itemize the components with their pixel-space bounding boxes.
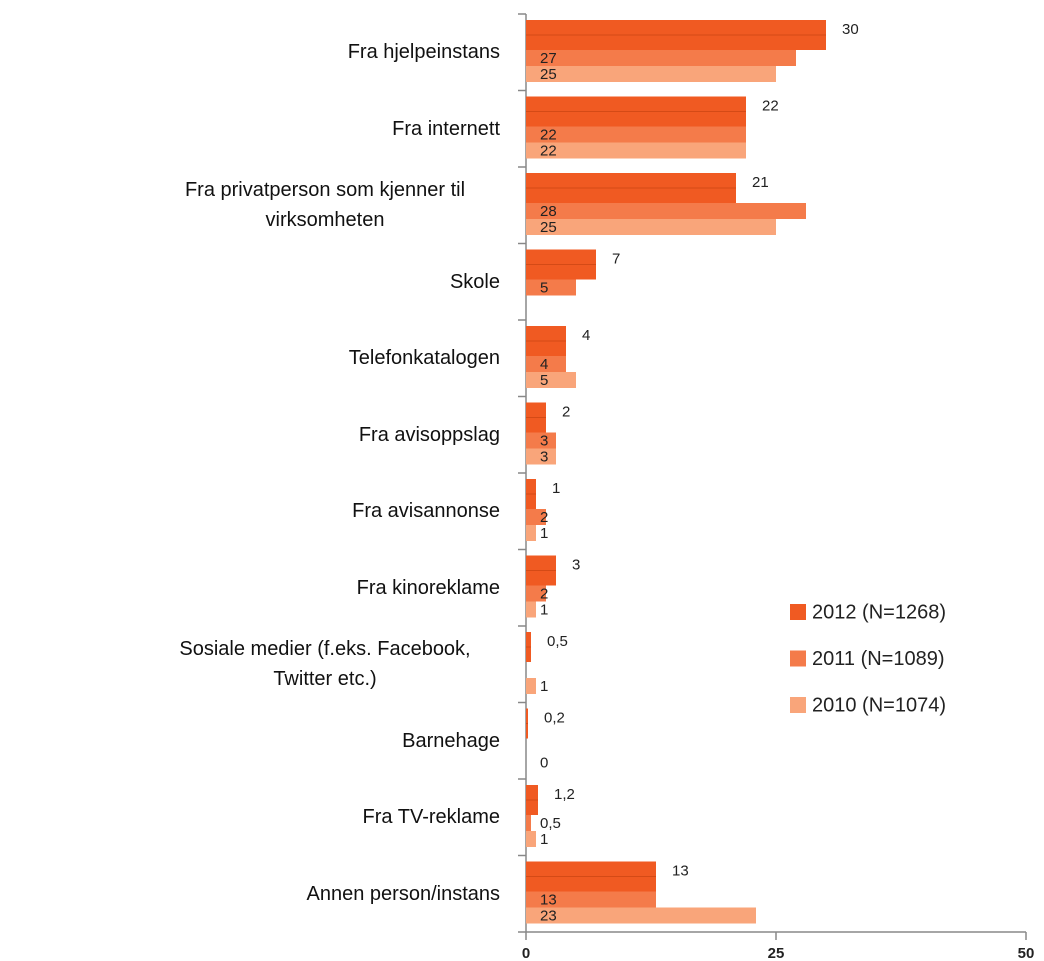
value-label: 27 [540, 50, 557, 67]
legend-swatch [790, 650, 806, 667]
bar [526, 203, 806, 219]
category-label: Fra kinoreklame [0, 573, 500, 603]
bar [526, 432, 556, 449]
category-text: Fra hjelpeinstans [347, 41, 500, 63]
value-label: 25 [540, 219, 557, 236]
category-label: Annen person/instans [0, 879, 500, 909]
value-label: 7 [612, 250, 620, 267]
category-text: Barnehage [402, 729, 500, 752]
bar [526, 815, 531, 831]
value-label: 2 [540, 585, 548, 602]
x-tick-label: 0 [522, 945, 530, 961]
value-label: 1 [540, 678, 548, 695]
category-label: Fra TV-reklame [0, 802, 500, 832]
value-label: 30 [842, 21, 859, 38]
value-label: 3 [540, 448, 548, 465]
bar [526, 279, 576, 296]
bar [526, 66, 776, 82]
category-label: Barnehage [0, 726, 500, 756]
category-text: Fra privatperson som kjenner til virksom… [184, 179, 466, 231]
category-label: Fra internett [0, 114, 500, 144]
legend-swatch [790, 697, 806, 713]
value-label: 2 [540, 509, 548, 526]
value-label: 22 [540, 126, 557, 143]
legend-label: 2012 (N=1268) [812, 601, 946, 623]
value-label: 4 [540, 356, 548, 373]
bar [526, 142, 746, 159]
value-label: 1 [540, 831, 548, 848]
category-text: Fra internett [392, 117, 500, 140]
bar [526, 831, 536, 847]
bar [526, 448, 556, 465]
x-tick-label: 50 [1018, 945, 1035, 961]
category-text: Fra TV-reklame [362, 806, 500, 828]
legend-label: 2011 (N=1089) [812, 648, 945, 670]
value-label: 13 [672, 862, 689, 879]
category-text: Annen person/instans [306, 882, 500, 905]
value-label: 1 [540, 601, 548, 618]
x-tick-label: 25 [768, 945, 785, 961]
category-text: Telefonkatalogen [348, 347, 500, 369]
category-label: Fra avisannonse [0, 496, 500, 526]
bar [526, 891, 656, 908]
value-label: 0,5 [547, 633, 568, 650]
bar [526, 50, 796, 66]
bar [526, 356, 566, 372]
bar [526, 372, 576, 388]
category-text: Fra kinoreklame [356, 576, 500, 599]
value-label: 28 [540, 203, 557, 220]
bar [526, 678, 536, 694]
value-label: 2 [562, 403, 570, 420]
value-label: 23 [540, 907, 557, 924]
value-label: 0,2 [544, 709, 565, 726]
bar [526, 126, 746, 143]
value-label: 25 [540, 66, 557, 83]
category-label: Fra hjelpeinstans [0, 37, 500, 67]
value-label: 1,2 [554, 786, 575, 803]
value-label: 5 [540, 372, 548, 389]
value-label: 0,5 [540, 815, 561, 832]
value-label: 4 [582, 327, 590, 344]
bar [526, 907, 756, 924]
category-label: Skole [0, 267, 500, 297]
bar [526, 585, 546, 602]
category-text: Fra avisoppslag [358, 423, 500, 446]
value-label: 0 [540, 754, 548, 771]
bar [526, 601, 536, 618]
category-text: Skole [449, 270, 500, 293]
value-label: 22 [762, 97, 779, 114]
value-label: 3 [540, 432, 548, 449]
value-label: 22 [540, 142, 557, 159]
category-label: Telefonkatalogen [0, 343, 500, 373]
legend-swatch [790, 604, 806, 620]
category-label: Sosiale medier (f.eks. Facebook, Twitter… [0, 634, 500, 694]
value-label: 21 [752, 174, 769, 191]
bar [526, 509, 546, 525]
category-text: Fra avisannonse [352, 500, 500, 522]
category-label: Fra avisoppslag [0, 420, 500, 450]
bar [526, 219, 776, 235]
category-label: Fra privatperson som kjenner til virksom… [0, 175, 500, 235]
value-label: 1 [540, 525, 548, 542]
category-text: Sosiale medier (f.eks. Facebook, Twitter… [179, 638, 471, 690]
value-label: 13 [540, 891, 557, 908]
value-label: 5 [540, 279, 548, 296]
value-label: 3 [572, 556, 580, 573]
legend-label: 2010 (N=1074) [812, 694, 946, 716]
bar [526, 525, 536, 541]
value-label: 1 [552, 480, 560, 497]
